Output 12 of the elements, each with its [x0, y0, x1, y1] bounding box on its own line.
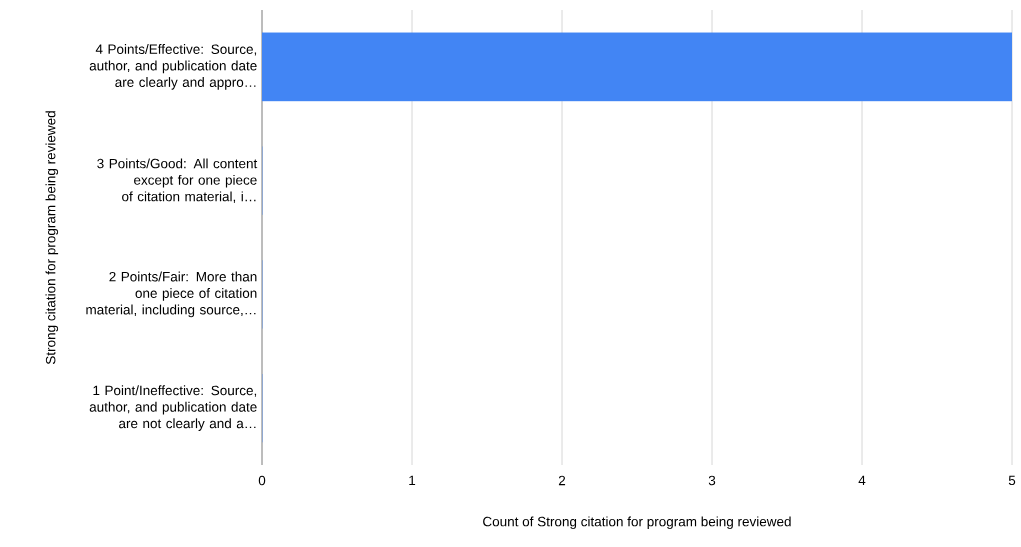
y-axis-title: Strong citation for program being reviewed [45, 111, 59, 365]
x-tick-label: 4 [858, 475, 866, 485]
x-tick-label: 5 [1008, 475, 1016, 486]
x-tick-label: 0 [258, 475, 266, 486]
y-tick-label: 1 Point/Ineffective: Source, author, and publication date are not clearly and a… [89, 385, 257, 431]
x-tick-label: 3 [708, 475, 716, 486]
y-tick-label: 3 Points/Good: All content except for one piece of citation material, i… [97, 158, 258, 203]
x-axis-title: Count of Strong citation for program being reviewed [483, 516, 791, 530]
y-tick-label: 4 Points/Effective: Source, author, and publication date are clearly and appro… [89, 44, 257, 90]
y-tick-label: 2 Points/Fair: More than one piece of citation material, including source,… [86, 271, 257, 318]
x-tick-label: 1 [409, 475, 416, 485]
x-tick-label: 2 [558, 475, 566, 486]
